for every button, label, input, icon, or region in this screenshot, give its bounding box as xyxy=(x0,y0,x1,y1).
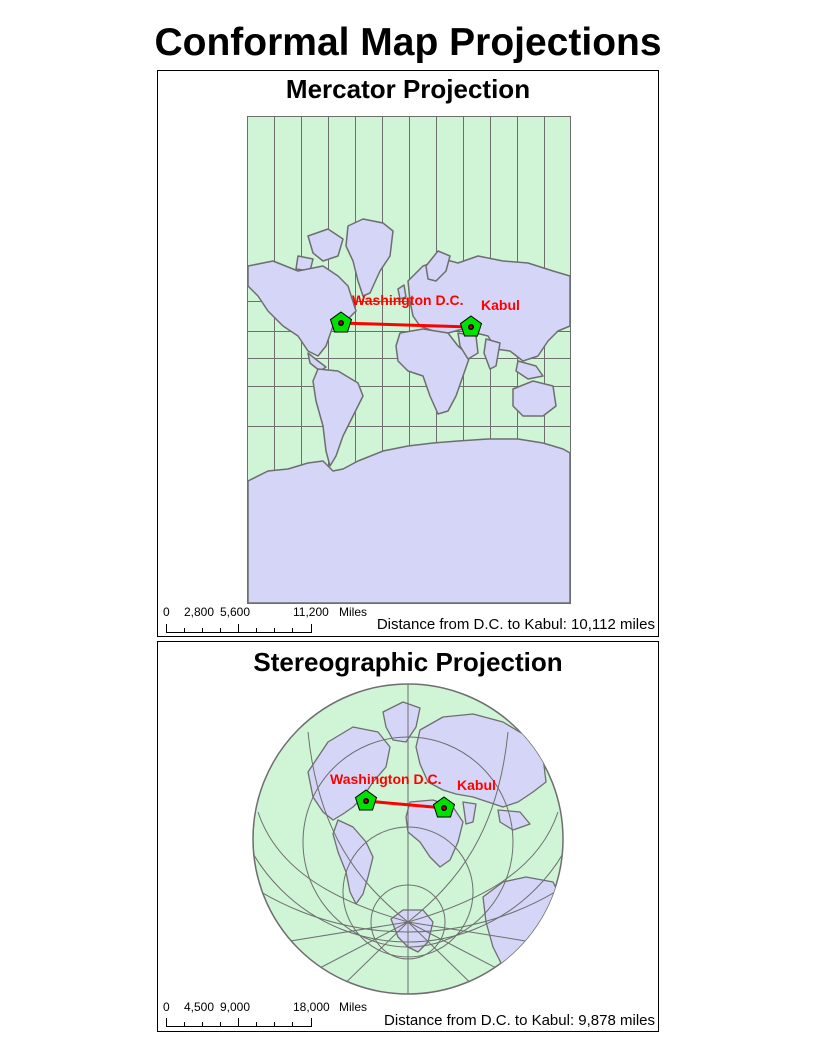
scale-tick-label: 4,500 xyxy=(184,1000,215,1014)
mercator-marker-kabul xyxy=(459,315,483,337)
stereographic-title: Stereographic Projection xyxy=(253,647,563,677)
mercator-route-line xyxy=(340,321,472,329)
scale-tick-label: 0 xyxy=(163,1000,170,1014)
mercator-scale-labels: 0 2,800 5,600 11,200 Miles xyxy=(162,605,382,619)
mercator-scale-bar xyxy=(166,624,312,633)
stereographic-label-kabul: Kabul xyxy=(457,777,496,793)
mercator-land xyxy=(247,218,571,604)
scale-tick-label: 9,000 xyxy=(220,1000,251,1014)
scale-unit: Miles xyxy=(339,605,368,619)
stereographic-map xyxy=(252,683,564,995)
stereographic-marker-kabul xyxy=(432,796,456,818)
stereographic-scale-bar xyxy=(166,1018,312,1027)
stereographic-route-line xyxy=(365,799,445,810)
stereographic-panel: Stereographic Projection xyxy=(157,641,659,1032)
scale-tick-label: 5,600 xyxy=(220,605,251,619)
stereographic-label-washington: Washington D.C. xyxy=(330,771,442,787)
mercator-distance-text: Distance from D.C. to Kabul: 10,112 mile… xyxy=(376,616,655,633)
stereographic-distance-text: Distance from D.C. to Kabul: 9,878 miles xyxy=(384,1012,655,1029)
scale-tick-label: 2,800 xyxy=(184,605,215,619)
mercator-panel: Mercator Projection xyxy=(157,70,659,637)
mercator-label-washington: Washington D.C. xyxy=(352,292,464,308)
scale-unit: Miles xyxy=(339,1000,368,1014)
mercator-marker-washington xyxy=(329,311,353,333)
mercator-title: Mercator Projection xyxy=(285,74,531,104)
scale-tick-label: 0 xyxy=(163,605,170,619)
stereographic-marker-washington xyxy=(354,789,378,811)
stereographic-graticule xyxy=(253,684,563,994)
scale-tick-label: 18,000 xyxy=(293,1000,330,1014)
stereographic-scale-labels: 0 4,500 9,000 18,000 Miles xyxy=(162,1000,382,1014)
mercator-map xyxy=(247,116,571,604)
mercator-label-kabul: Kabul xyxy=(481,297,520,313)
scale-tick-label: 11,200 xyxy=(293,605,329,619)
page-title: Conformal Map Projections xyxy=(154,21,662,64)
